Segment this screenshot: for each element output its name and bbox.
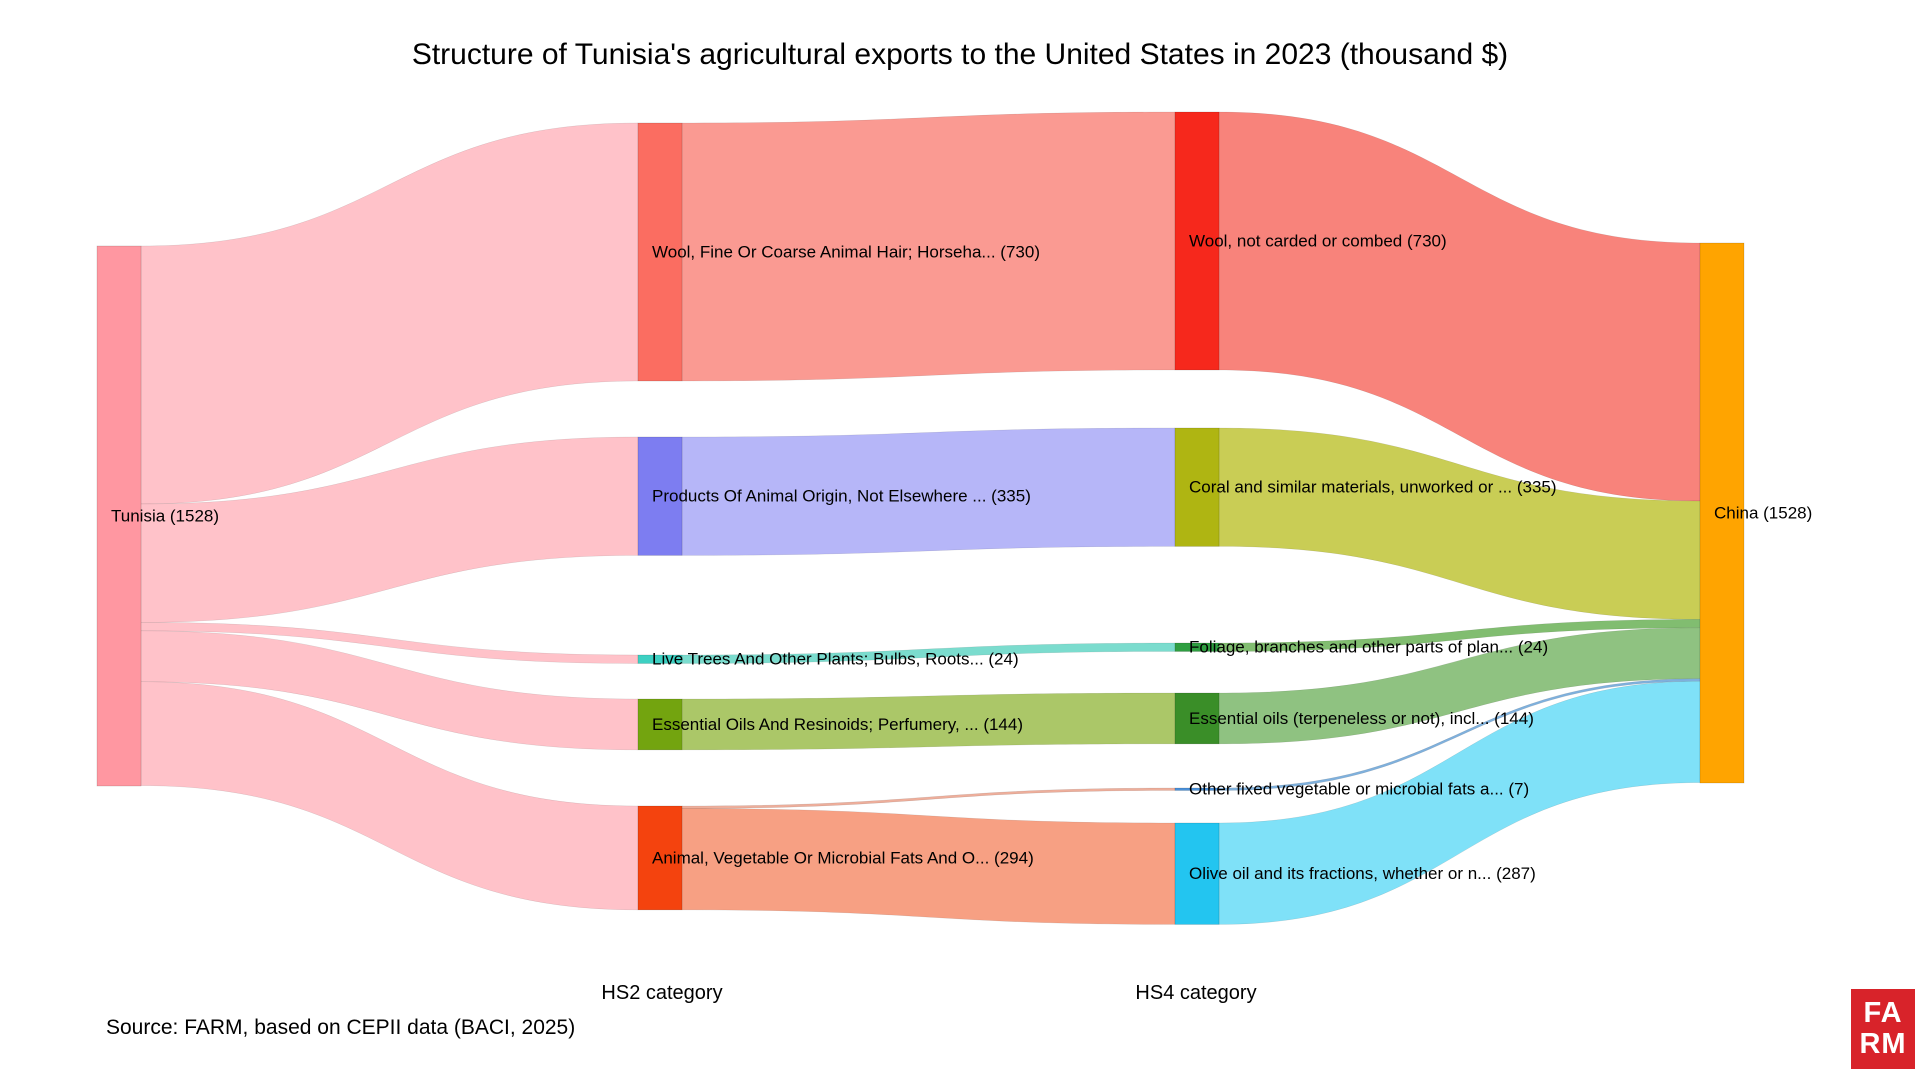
- sankey-node-fats_hs2[interactable]: [637, 805, 683, 911]
- sankey-link-livetrees_hs2-foliage_hs4[interactable]: [681, 642, 1176, 664]
- sankey-node-china[interactable]: [1699, 242, 1745, 784]
- sankey-node-oliveoil_hs4[interactable]: [1174, 822, 1220, 925]
- sankey-link-tunisia-essential_hs2[interactable]: [140, 630, 639, 751]
- sankey-node-essential_hs2[interactable]: [637, 698, 683, 751]
- node-label-essentialoils_hs4: Essential oils (terpeneless or not), inc…: [1189, 709, 1534, 728]
- sankey-link-tunisia-livetrees_hs2[interactable]: [140, 622, 639, 664]
- node-label-otherfixed_hs4: Other fixed vegetable or microbial fats …: [1189, 780, 1529, 799]
- farm-logo: FA RM: [1851, 989, 1915, 1069]
- sankey-node-products_hs2[interactable]: [637, 436, 683, 556]
- node-label-tunisia: Tunisia (1528): [111, 506, 219, 525]
- sankey-node-wool_hs4[interactable]: [1174, 111, 1220, 371]
- farm-logo-line1: FA: [1863, 997, 1903, 1029]
- source-note: Source: FARM, based on CEPII data (BACI,…: [106, 1016, 576, 1039]
- sankey-node-livetrees_hs2[interactable]: [637, 654, 683, 664]
- sankey-node-otherfixed_hs4[interactable]: [1174, 787, 1220, 791]
- node-label-products_hs2: Products Of Animal Origin, Not Elsewhere…: [652, 487, 1031, 506]
- node-label-essential_hs2: Essential Oils And Resinoids; Perfumery,…: [652, 715, 1023, 734]
- node-label-china: China (1528): [1714, 503, 1812, 522]
- node-label-wool_hs4: Wool, not carded or combed (730): [1189, 231, 1447, 250]
- hs2-category-label: HS2 category: [601, 982, 723, 1004]
- sankey-link-fats_hs2-oliveoil_hs4[interactable]: [681, 808, 1176, 925]
- sankey-node-foliage_hs4[interactable]: [1174, 642, 1220, 652]
- node-label-livetrees_hs2: Live Trees And Other Plants; Bulbs, Root…: [652, 650, 1019, 669]
- node-label-fats_hs2: Animal, Vegetable Or Microbial Fats And …: [652, 848, 1034, 867]
- hs4-category-label: HS4 category: [1135, 982, 1257, 1004]
- sankey-link-essential_hs2-essentialoils_hs4[interactable]: [681, 692, 1176, 751]
- node-label-oliveoil_hs4: Olive oil and its fractions, whether or …: [1189, 864, 1536, 883]
- sankey-node-wool_hs2[interactable]: [637, 122, 683, 382]
- farm-logo-line2: RM: [1859, 1028, 1907, 1060]
- node-label-foliage_hs4: Foliage, branches and other parts of pla…: [1189, 638, 1548, 657]
- sankey-link-tunisia-fats_hs2[interactable]: [140, 681, 639, 911]
- sankey-node-coral_hs4[interactable]: [1174, 427, 1220, 547]
- node-label-wool_hs2: Wool, Fine Or Coarse Animal Hair; Horseh…: [652, 242, 1040, 261]
- sankey-node-tunisia[interactable]: [96, 245, 142, 787]
- sankey-node-essentialoils_hs4[interactable]: [1174, 692, 1220, 745]
- sankey-link-fats_hs2-otherfixed_hs4[interactable]: [681, 787, 1176, 809]
- node-label-coral_hs4: Coral and similar materials, unworked or…: [1189, 478, 1557, 497]
- chart-title: Structure of Tunisia's agricultural expo…: [411, 38, 1509, 71]
